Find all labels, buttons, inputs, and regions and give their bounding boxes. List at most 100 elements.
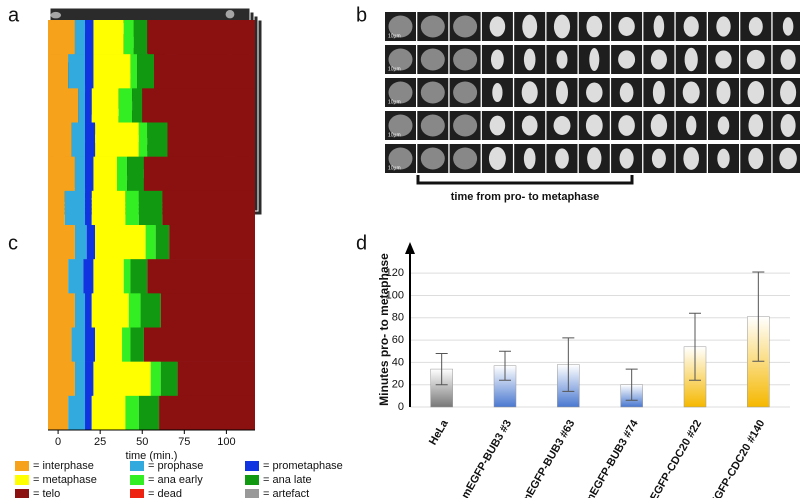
phase-segment bbox=[160, 293, 255, 328]
phase-segment bbox=[74, 225, 87, 260]
cell bbox=[586, 82, 603, 103]
cell bbox=[556, 80, 568, 105]
phase-segment bbox=[154, 54, 255, 89]
cell bbox=[652, 80, 665, 105]
cell-filmstrips: 10µm 10µm 10µm 10µm 10µm bbox=[385, 12, 800, 173]
cell bbox=[521, 115, 538, 136]
cell bbox=[553, 116, 571, 135]
y-tick-label: 120 bbox=[386, 267, 404, 279]
cell bbox=[618, 50, 636, 69]
legend-label: = prophase bbox=[148, 460, 203, 472]
legend-label: = metaphase bbox=[33, 474, 97, 486]
y-tick-label: 100 bbox=[386, 289, 404, 301]
cell bbox=[388, 15, 413, 38]
phase-segment bbox=[85, 54, 94, 89]
phase-segment bbox=[85, 361, 94, 397]
cell bbox=[453, 147, 478, 170]
phase-segment bbox=[74, 293, 86, 328]
phase-segment bbox=[64, 190, 86, 226]
x-tick-label: 50 bbox=[136, 436, 148, 448]
cell bbox=[717, 148, 730, 169]
phase-segment bbox=[48, 156, 75, 192]
cell bbox=[651, 148, 666, 169]
legend-swatch bbox=[245, 489, 259, 498]
y-axis-label: Minutes pro- to metaphase bbox=[377, 253, 391, 406]
phase-segment bbox=[118, 88, 133, 123]
cell bbox=[746, 49, 765, 70]
scale-bar-label: 10µm bbox=[388, 33, 401, 39]
cell bbox=[420, 48, 445, 71]
cell bbox=[682, 81, 700, 104]
cell bbox=[420, 147, 445, 170]
legend-swatch bbox=[130, 461, 144, 471]
phase-segment bbox=[130, 327, 144, 362]
scale-bar-label: 10µm bbox=[388, 66, 401, 72]
y-tick-label: 80 bbox=[392, 312, 404, 324]
cell bbox=[618, 115, 635, 136]
phase-segment bbox=[74, 20, 86, 55]
cell bbox=[715, 50, 732, 69]
phase-segment bbox=[83, 259, 94, 294]
cell bbox=[523, 147, 536, 170]
phase-segment bbox=[91, 190, 126, 226]
cell bbox=[650, 49, 667, 70]
y-tick-label: 40 bbox=[392, 356, 404, 368]
cell bbox=[388, 48, 413, 71]
cell bbox=[388, 114, 413, 137]
cell bbox=[553, 14, 571, 39]
cell bbox=[748, 114, 764, 137]
x-tick-label: mEGFP-CDC20 #22 bbox=[643, 418, 704, 498]
phase-segment bbox=[142, 88, 255, 123]
error-bar bbox=[499, 350, 511, 381]
cell bbox=[420, 15, 445, 38]
cell bbox=[420, 114, 445, 137]
cell bbox=[650, 114, 668, 137]
legend-label: = artefact bbox=[263, 488, 309, 498]
phase-segment bbox=[128, 293, 141, 328]
error-bar bbox=[625, 368, 638, 401]
phase-segment bbox=[74, 156, 86, 192]
error-bar bbox=[562, 337, 575, 392]
x-tick-label: 0 bbox=[55, 436, 61, 448]
phase-segment bbox=[85, 122, 96, 157]
nucleus bbox=[50, 11, 62, 19]
cell bbox=[782, 17, 794, 36]
phase-segment bbox=[48, 361, 75, 397]
cell bbox=[686, 115, 697, 136]
legend-label: = interphase bbox=[33, 460, 94, 472]
phase-segment bbox=[71, 122, 86, 157]
phase-segment bbox=[145, 225, 156, 260]
phase-segment bbox=[147, 20, 255, 55]
phase-segment bbox=[48, 259, 69, 294]
phase-segment bbox=[68, 54, 86, 89]
phase-segment bbox=[95, 122, 139, 157]
cell bbox=[684, 47, 698, 72]
phase-segment bbox=[167, 122, 255, 157]
phase-segment bbox=[85, 395, 92, 431]
x-tick-label: mEGFP-BUB3 #3 bbox=[459, 418, 514, 498]
x-axis-label: time (min.) bbox=[126, 450, 178, 462]
cell bbox=[683, 16, 699, 37]
cell bbox=[556, 50, 568, 69]
x-tick-label: HeLa bbox=[427, 417, 451, 447]
phase-segment bbox=[137, 54, 155, 89]
panel-label: b bbox=[356, 4, 367, 26]
cell bbox=[587, 147, 602, 170]
error-bar bbox=[435, 352, 448, 386]
phase-segment bbox=[48, 190, 65, 226]
cell bbox=[488, 147, 506, 170]
phase-segment bbox=[85, 20, 94, 55]
phase-segment bbox=[95, 225, 146, 260]
legend-label: = ana early bbox=[148, 474, 203, 486]
phase-segment bbox=[147, 122, 168, 157]
y-tick-label: 0 bbox=[398, 401, 404, 413]
legend-swatch bbox=[245, 461, 259, 471]
cell bbox=[748, 147, 764, 170]
cell bbox=[453, 15, 478, 38]
phase-segment bbox=[125, 395, 139, 431]
cell bbox=[780, 80, 797, 105]
phase-segment bbox=[140, 293, 161, 328]
phase-segment bbox=[91, 293, 129, 328]
scale-bar-label: 10µm bbox=[388, 132, 401, 138]
cell bbox=[489, 16, 506, 37]
